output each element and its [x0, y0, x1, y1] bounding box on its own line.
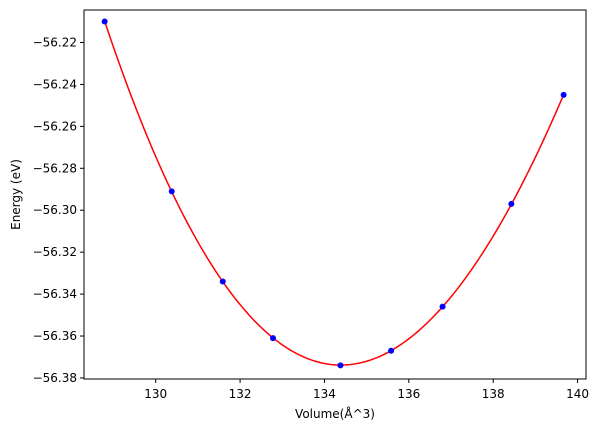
data-point — [269, 335, 276, 342]
x-tick-label: 136 — [397, 387, 420, 401]
x-axis-label: Volume(Å^3) — [295, 406, 375, 421]
x-tick-label: 132 — [229, 387, 252, 401]
y-axis-label: Energy (eV) — [9, 159, 23, 230]
y-tick-label: −56.34 — [33, 287, 77, 301]
y-tick-label: −56.38 — [33, 371, 77, 385]
y-tick-label: −56.22 — [33, 35, 77, 49]
data-point — [388, 347, 395, 354]
data-point — [439, 303, 446, 310]
x-tick-label: 138 — [482, 387, 505, 401]
x-tick-label: 130 — [144, 387, 167, 401]
x-tick-label: 134 — [313, 387, 336, 401]
axis-ticks: 130 132 134 136 138 140 −56.38 −56.36 −56.34 −56.… — [33, 35, 589, 401]
fit-curve-line — [103, 21, 565, 366]
axes-frame — [83, 9, 587, 380]
data-point — [560, 91, 567, 98]
x-tick-label: 140 — [566, 387, 589, 401]
data-point — [101, 18, 108, 25]
data-point — [168, 188, 175, 195]
y-tick-label: −56.26 — [33, 119, 77, 133]
y-tick-label: −56.32 — [33, 245, 77, 259]
data-point — [219, 278, 226, 285]
data-point — [508, 200, 515, 207]
y-tick-label: −56.36 — [33, 329, 77, 343]
y-tick-label: −56.28 — [33, 161, 77, 175]
plot-area — [101, 18, 567, 369]
data-point — [337, 362, 344, 369]
y-tick-label: −56.30 — [33, 203, 77, 217]
y-tick-label: −56.24 — [33, 77, 77, 91]
